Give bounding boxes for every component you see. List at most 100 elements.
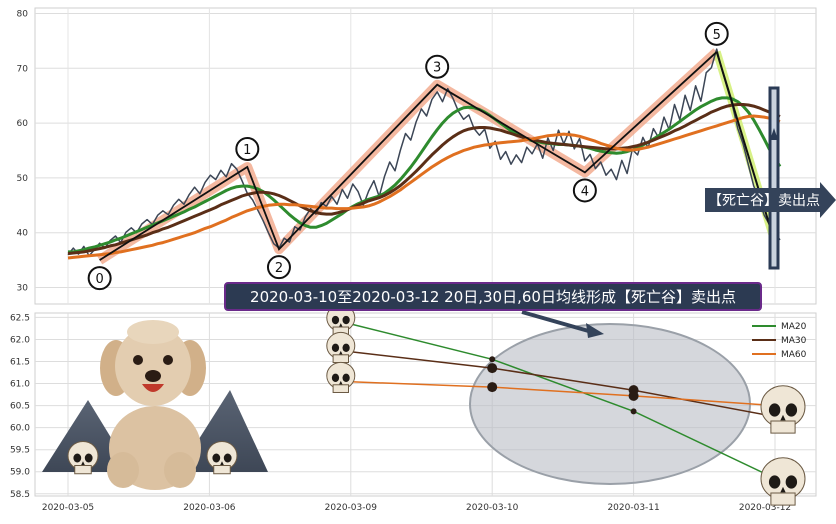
wave-marker-2: 2: [266, 255, 291, 280]
skull-eye: [342, 315, 350, 325]
ma-y-tick-label: 59.5: [10, 446, 30, 456]
wave-marker-circle: [87, 266, 112, 291]
ma-line-ma30: [350, 351, 776, 418]
skull-nose: [780, 414, 786, 421]
ma-point-ma60: [487, 382, 498, 393]
wave-marker-label: 1: [243, 143, 251, 158]
ma-line-ma20: [350, 323, 776, 480]
skull-nose: [220, 461, 224, 466]
ma-y-tick-label: 61.5: [10, 358, 30, 368]
dog-mouth: [142, 384, 164, 392]
price-y-tick-label: 40: [17, 229, 29, 239]
dead-valley-callout: 【死亡谷】卖出点: [705, 182, 836, 218]
banner-background: [224, 282, 762, 311]
price-y-tick-label: 70: [17, 64, 29, 74]
signal-arrow-icon: [770, 128, 778, 140]
ma-y-tick-label: 58.5: [10, 490, 30, 500]
wave-marker-label: 3: [433, 61, 441, 76]
wave-marker-circle: [235, 136, 260, 161]
skull-eye: [331, 343, 340, 353]
price-series-group: [67, 48, 782, 260]
ma-y-tick-label: 60.5: [10, 402, 30, 412]
x-tick-label: 2020-03-09: [325, 503, 378, 513]
skull-nose: [339, 350, 343, 355]
price-y-tick-label: 80: [17, 9, 29, 19]
price-panel: 30 40 50 60 70 80 0 1 2 3 4 5 【死亡谷】卖出点: [17, 7, 836, 305]
skull-jaw: [74, 465, 92, 475]
dog-illustration: [42, 320, 268, 490]
series-price-line: [67, 48, 781, 257]
skull-icons: [67, 304, 806, 506]
skull-eye: [768, 475, 781, 489]
series-ma20-line: [68, 96, 782, 254]
wave-marker-circle: [266, 255, 291, 280]
wave-marker-circle: [425, 54, 450, 79]
skull-icon: [760, 457, 806, 506]
ma-y-axis: 58.5 59.0 59.5 60.0 60.5 61.0 61.5 62.0 62.5: [10, 313, 30, 499]
skull-nose: [339, 323, 343, 327]
skull-jaw: [332, 354, 350, 364]
wave-marker-label: 2: [275, 261, 283, 276]
wave-marker-label: 5: [713, 28, 721, 43]
skull-icon: [326, 361, 356, 393]
skull-eye: [342, 373, 350, 382]
wave-marker-5: 5: [704, 21, 729, 46]
ma-panel: 58.5 59.0 59.5 60.0 60.5 61.0 61.5 62.0 62.5 202…: [10, 304, 817, 513]
price-y-tick-label: 50: [17, 174, 29, 184]
skull-eye: [331, 315, 340, 325]
x-tick-label: 2020-03-12: [739, 503, 791, 513]
dog-eye-left: [133, 355, 143, 365]
ma-point-ma20: [630, 408, 637, 415]
wave-marker-0: 0: [87, 266, 112, 291]
ma-line-ma60: [350, 381, 776, 407]
dog-topknot: [127, 320, 179, 344]
ma-y-tick-label: 61.0: [10, 380, 30, 390]
ma-point-ma30: [487, 363, 498, 374]
skull-nose: [339, 380, 343, 385]
wave-marker-4: 4: [572, 178, 597, 203]
skull-icon: [326, 304, 356, 336]
skull-eye: [223, 453, 232, 463]
wave-marker-circle: [704, 21, 729, 46]
wave-marker-label: 4: [581, 184, 589, 199]
skull-jaw: [770, 420, 796, 434]
banner-pointer-arrow-icon: [586, 323, 604, 338]
skull-jaw: [770, 492, 796, 506]
ma-y-tick-label: 62.5: [10, 313, 30, 323]
legend-label: MA30: [781, 336, 807, 346]
dog-paw-right: [164, 452, 196, 488]
skull-jaw: [213, 465, 231, 475]
skull-icon: [326, 331, 356, 364]
series-ma60-line: [67, 114, 781, 260]
dog-paw-left: [107, 452, 139, 488]
legend: MA20 MA30 MA60: [752, 322, 807, 360]
banner-pointer-line: [521, 310, 593, 334]
wave-line: [99, 51, 718, 261]
skull-nose: [81, 461, 85, 466]
ma-y-tick-label: 59.0: [10, 468, 30, 478]
ma-y-tick-label: 62.0: [10, 335, 30, 345]
skull-eye: [331, 373, 340, 382]
x-tick-label: 2020-03-10: [466, 503, 519, 513]
wave-marker-3: 3: [425, 54, 450, 79]
ma-point-ma20: [489, 356, 496, 363]
ma-x-axis: 2020-03-05 2020-03-06 2020-03-09 2020-03-10…: [42, 503, 791, 513]
skull-eye: [342, 343, 350, 353]
skull-eye: [768, 403, 781, 417]
signal-bar: [768, 86, 780, 270]
ma-point-ma60: [628, 390, 639, 401]
skull-eye: [84, 453, 93, 463]
dog-head: [115, 326, 191, 406]
callout-arrow-shape: [705, 182, 836, 218]
x-tick-label: 2020-03-06: [183, 503, 236, 513]
skull-eye: [785, 403, 798, 417]
skull-eye: [785, 475, 798, 489]
skull-icon: [760, 385, 806, 434]
legend-label: MA20: [781, 322, 807, 332]
skull-jaw: [332, 384, 350, 393]
skull-nose: [780, 486, 786, 493]
skull-icon: [206, 441, 238, 475]
dog-eye-right: [163, 355, 173, 365]
